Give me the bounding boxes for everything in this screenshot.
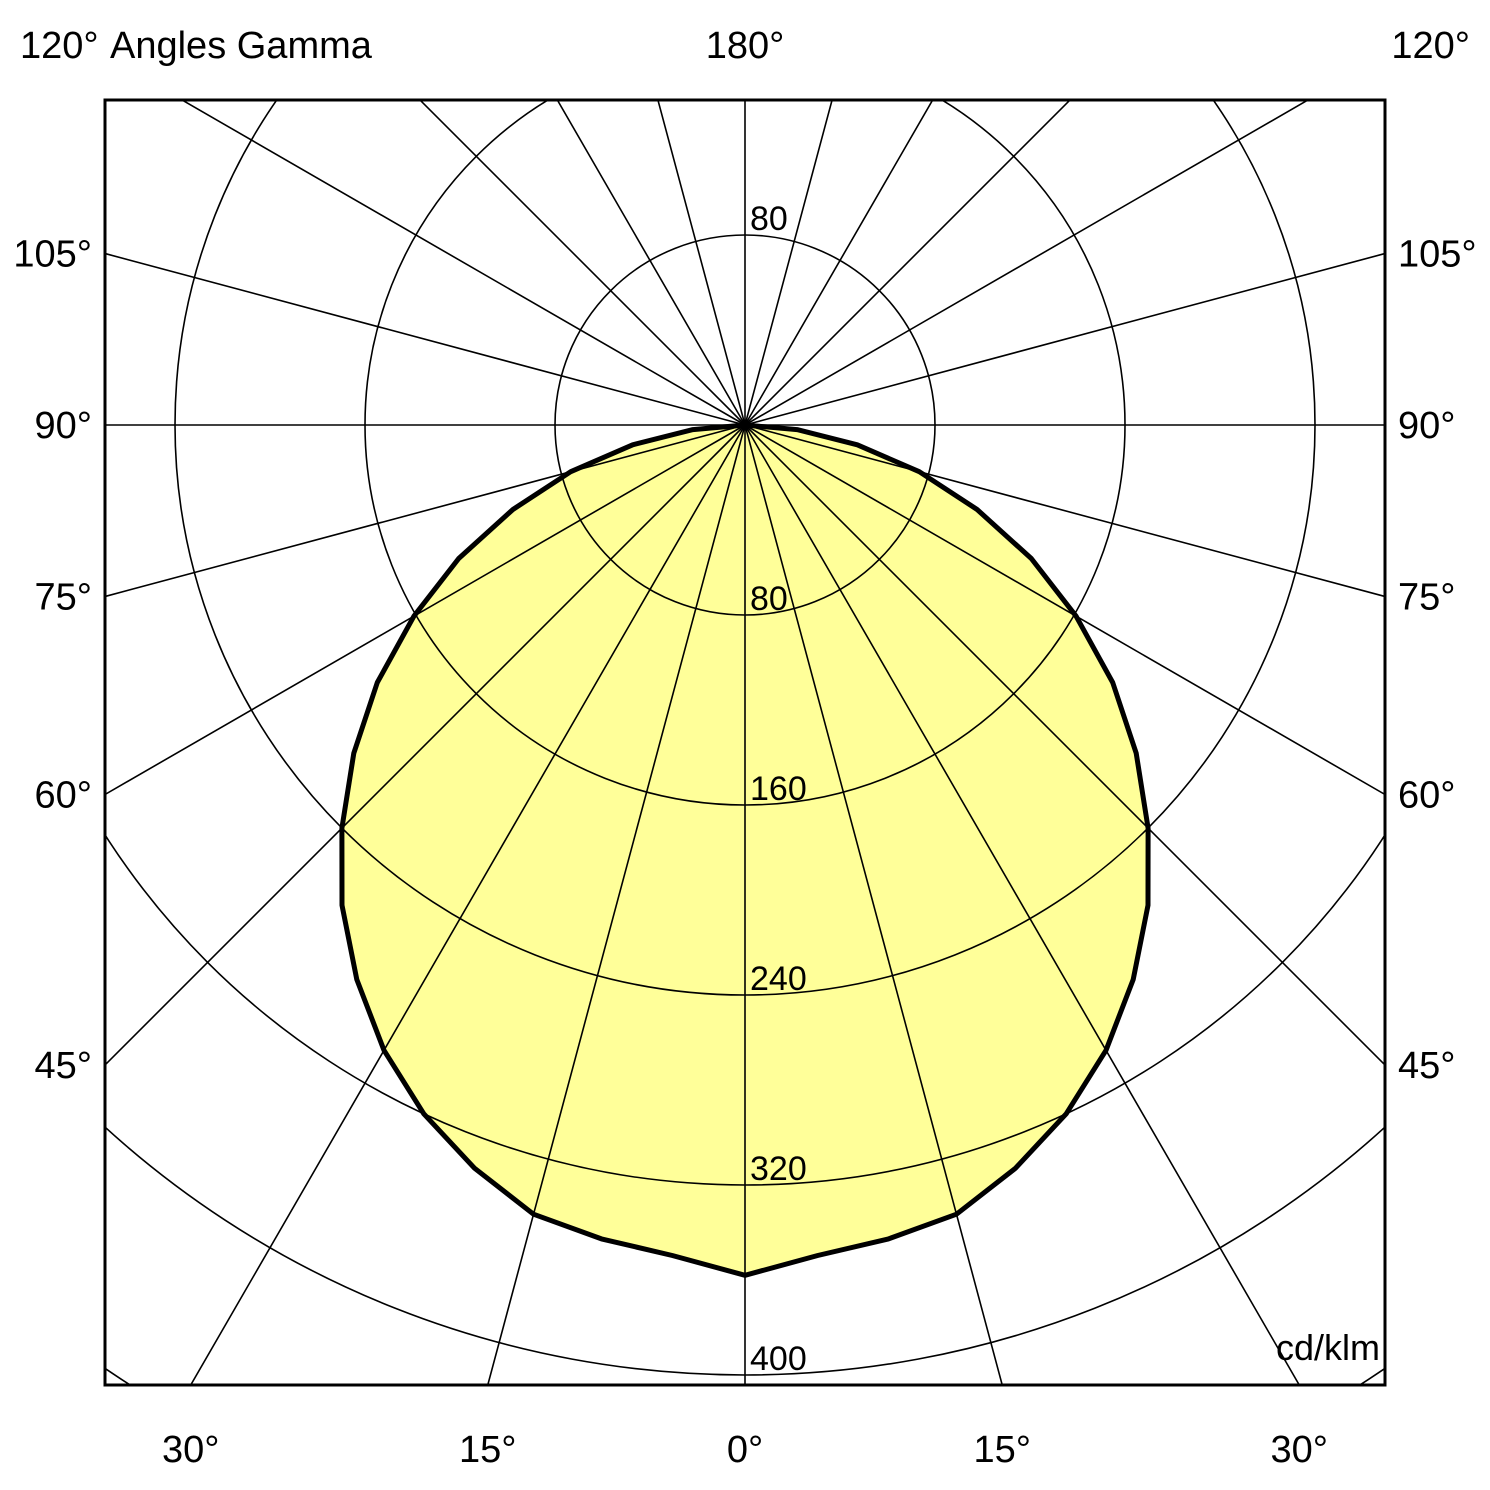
gamma-label-right-105: 105° xyxy=(1398,234,1477,276)
spoke-315 xyxy=(105,424,746,1067)
chart-title: Angles Gamma xyxy=(110,25,373,67)
spoke-210 xyxy=(556,100,746,426)
ring-value-label-80: 80 xyxy=(750,580,788,618)
ring-value-label-320: 320 xyxy=(750,1150,807,1188)
intensity-curve xyxy=(339,422,1151,1278)
zenith-angle-label: 180° xyxy=(706,25,785,67)
spoke-120 xyxy=(744,100,1310,426)
spoke-60 xyxy=(744,424,1385,796)
spoke-285 xyxy=(105,424,746,598)
spoke-195 xyxy=(657,100,746,426)
spoke-255 xyxy=(105,252,746,426)
spoke-150 xyxy=(744,100,934,426)
gamma-label-bottom-15: 15° xyxy=(973,1429,1030,1471)
ring-value-label-240: 240 xyxy=(750,960,807,998)
gamma-label-left-45: 45° xyxy=(35,1045,92,1087)
gamma-label-right-75: 75° xyxy=(1398,576,1455,618)
spoke-75 xyxy=(744,424,1385,598)
gamma-label-right-90: 90° xyxy=(1398,405,1455,447)
spoke-45 xyxy=(744,424,1385,1067)
gamma-label-bottom-30: 30° xyxy=(1271,1429,1328,1471)
corner-angle-label-top-left: 120° xyxy=(20,25,99,67)
spoke-15 xyxy=(744,424,1004,1385)
gamma-label-bottom-0: 0° xyxy=(727,1429,763,1471)
gamma-label-bottom-15: 15° xyxy=(459,1429,516,1471)
spoke-345 xyxy=(486,424,746,1385)
spoke-240 xyxy=(180,100,746,426)
spoke-225 xyxy=(418,100,746,426)
corner-angle-label-top-right: 120° xyxy=(1391,25,1470,67)
plot-frame xyxy=(103,98,1387,1387)
gamma-label-left-60: 60° xyxy=(35,775,92,817)
gamma-label-left-105: 105° xyxy=(13,234,92,276)
ring-value-label-top-80: 80 xyxy=(750,200,788,238)
unit-label: cd/klm xyxy=(1276,1327,1380,1368)
spoke-300 xyxy=(105,424,746,796)
gamma-label-bottom-30: 30° xyxy=(162,1429,219,1471)
gamma-label-left-75: 75° xyxy=(35,576,92,618)
ring-value-label-160: 160 xyxy=(750,770,807,808)
gamma-label-right-45: 45° xyxy=(1398,1045,1455,1087)
spoke-165 xyxy=(744,100,833,426)
ring-value-label-400: 400 xyxy=(750,1340,807,1378)
gamma-label-left-90: 90° xyxy=(35,405,92,447)
gamma-label-right-60: 60° xyxy=(1398,775,1455,817)
spoke-105 xyxy=(744,252,1385,426)
spoke-135 xyxy=(744,100,1072,426)
spoke-330 xyxy=(189,424,746,1385)
spoke-30 xyxy=(744,424,1301,1385)
